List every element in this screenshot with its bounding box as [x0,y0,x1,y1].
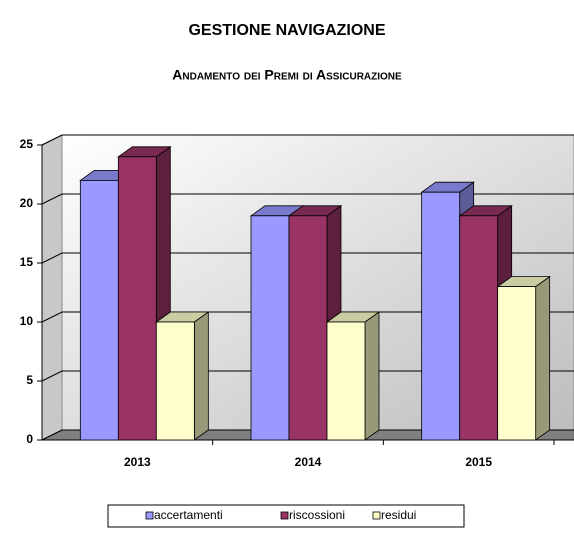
bar-side [364,311,380,441]
grid-line [41,134,574,146]
bar [421,191,461,441]
y-tick-label: 10 [20,314,34,328]
bar [79,179,119,441]
x-tick-label: 2014 [295,455,322,469]
bar [459,215,499,441]
side-wall [41,134,63,441]
grid-line [41,370,574,382]
plot-area [37,134,574,445]
bar-side [535,275,551,441]
y-tick-label: 0 [26,432,33,446]
legend-swatch [372,511,381,520]
bar [155,321,195,441]
bar [117,156,157,441]
grid-line [41,252,574,264]
bar [288,215,328,441]
legend-label: accertamenti [154,508,223,522]
y-tick-label: 25 [20,137,34,151]
legend-swatch [280,511,289,520]
grid-line [41,193,574,205]
bar-side [193,311,209,441]
grid-line [41,311,574,323]
grid-line [41,429,574,441]
y-tick-label: 15 [20,255,34,269]
bar [326,321,366,441]
legend-label: riscossioni [289,508,345,522]
chart-subtitle: Andamento dei Premi di Assicurazione [172,67,402,83]
x-tick-label: 2015 [465,455,492,469]
chart-title: GESTIONE NAVIGAZIONE [188,22,385,39]
x-tick-label: 2013 [124,455,151,469]
legend-label: residui [381,508,416,522]
bar [497,286,537,441]
bar [250,215,290,441]
y-tick-label: 5 [26,373,33,387]
legend-swatch [145,511,154,520]
y-tick-label: 20 [20,196,34,210]
